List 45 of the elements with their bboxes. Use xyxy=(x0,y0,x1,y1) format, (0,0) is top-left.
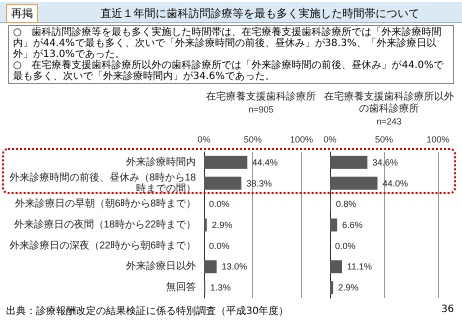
bar xyxy=(330,218,338,232)
data-label: 0.0% xyxy=(335,240,356,251)
y-tick-label: 外来診療日の夜間（18時から22時まで） xyxy=(14,218,196,230)
bar xyxy=(330,260,342,274)
bar xyxy=(204,156,248,169)
x-tick-label: 100% xyxy=(290,134,314,144)
y-tick-label: 外来診療日の早朝（朝6時から8時まで） xyxy=(14,198,196,210)
x-tick-label: 50% xyxy=(244,134,262,144)
bar xyxy=(330,156,368,169)
data-label: 0.0% xyxy=(209,240,230,251)
x-tick-label: 100% xyxy=(426,134,450,144)
chart-subtitle: n=905 xyxy=(248,104,274,114)
text: ○ 歯科訪問診療等を最も多く実施した時間帯は、在宅療養支援歯科診療所では「外来診療時間内」が44.4%で最も多く、次いで「外来診療時間の前後、昼休み」が38.3%、「外来診療日以外」が13.0%であった。 xyxy=(13,27,443,60)
text: 36 xyxy=(441,304,454,315)
y-tick-label: 外来診療日の深夜（22時から朝6時まで） xyxy=(9,239,196,252)
bar xyxy=(330,281,334,294)
data-label: 0.0% xyxy=(209,199,230,210)
y-tick-label: 外来診療時間内 xyxy=(126,156,196,168)
source-note: 出典：診療報酬改定の結果検証に係る特別調査（平成30年度） xyxy=(6,304,289,318)
y-tick-label: 外来診療日以外 xyxy=(126,260,196,272)
x-tick-label: 0% xyxy=(197,134,211,144)
data-label: 0.8% xyxy=(336,199,356,210)
data-label: 6.6% xyxy=(342,220,363,230)
data-label: 1.3% xyxy=(210,282,231,293)
chart-title: 在宅療養支援歯科診療所 xyxy=(206,90,316,102)
data-label: 2.9% xyxy=(338,282,359,293)
data-label: 38.3% xyxy=(246,178,272,188)
data-label: 44.4% xyxy=(252,157,278,168)
data-label: 44.0% xyxy=(382,178,408,188)
bar xyxy=(204,260,217,274)
data-label: 11.1% xyxy=(346,262,372,272)
x-tick-label: 0% xyxy=(323,134,337,144)
y-tick-label: 無回答 xyxy=(166,281,196,294)
text: 再掲 xyxy=(6,4,38,23)
x-tick-label: 50% xyxy=(374,134,394,144)
bar xyxy=(204,218,207,232)
bar xyxy=(204,176,242,190)
chart-title: 在宅療養支援歯科診療所以外の歯科診療所 xyxy=(324,90,454,114)
chart-subtitle: n=243 xyxy=(376,116,402,126)
text: ○ 在宅療養支援歯科診療所以外の歯科診療所では「外来診療時間の前後、昼休み」が44.0%で最も多く、次いで「外来診療時間内」が34.6%であった。 xyxy=(13,60,444,82)
data-label: 34.6% xyxy=(372,157,398,168)
bar xyxy=(330,176,378,190)
data-label: 2.9% xyxy=(212,220,232,230)
text: 直近１年間に歯科訪問診療等を最も多く実施した時間帯について xyxy=(100,6,420,21)
data-label: 13.0% xyxy=(222,262,248,272)
